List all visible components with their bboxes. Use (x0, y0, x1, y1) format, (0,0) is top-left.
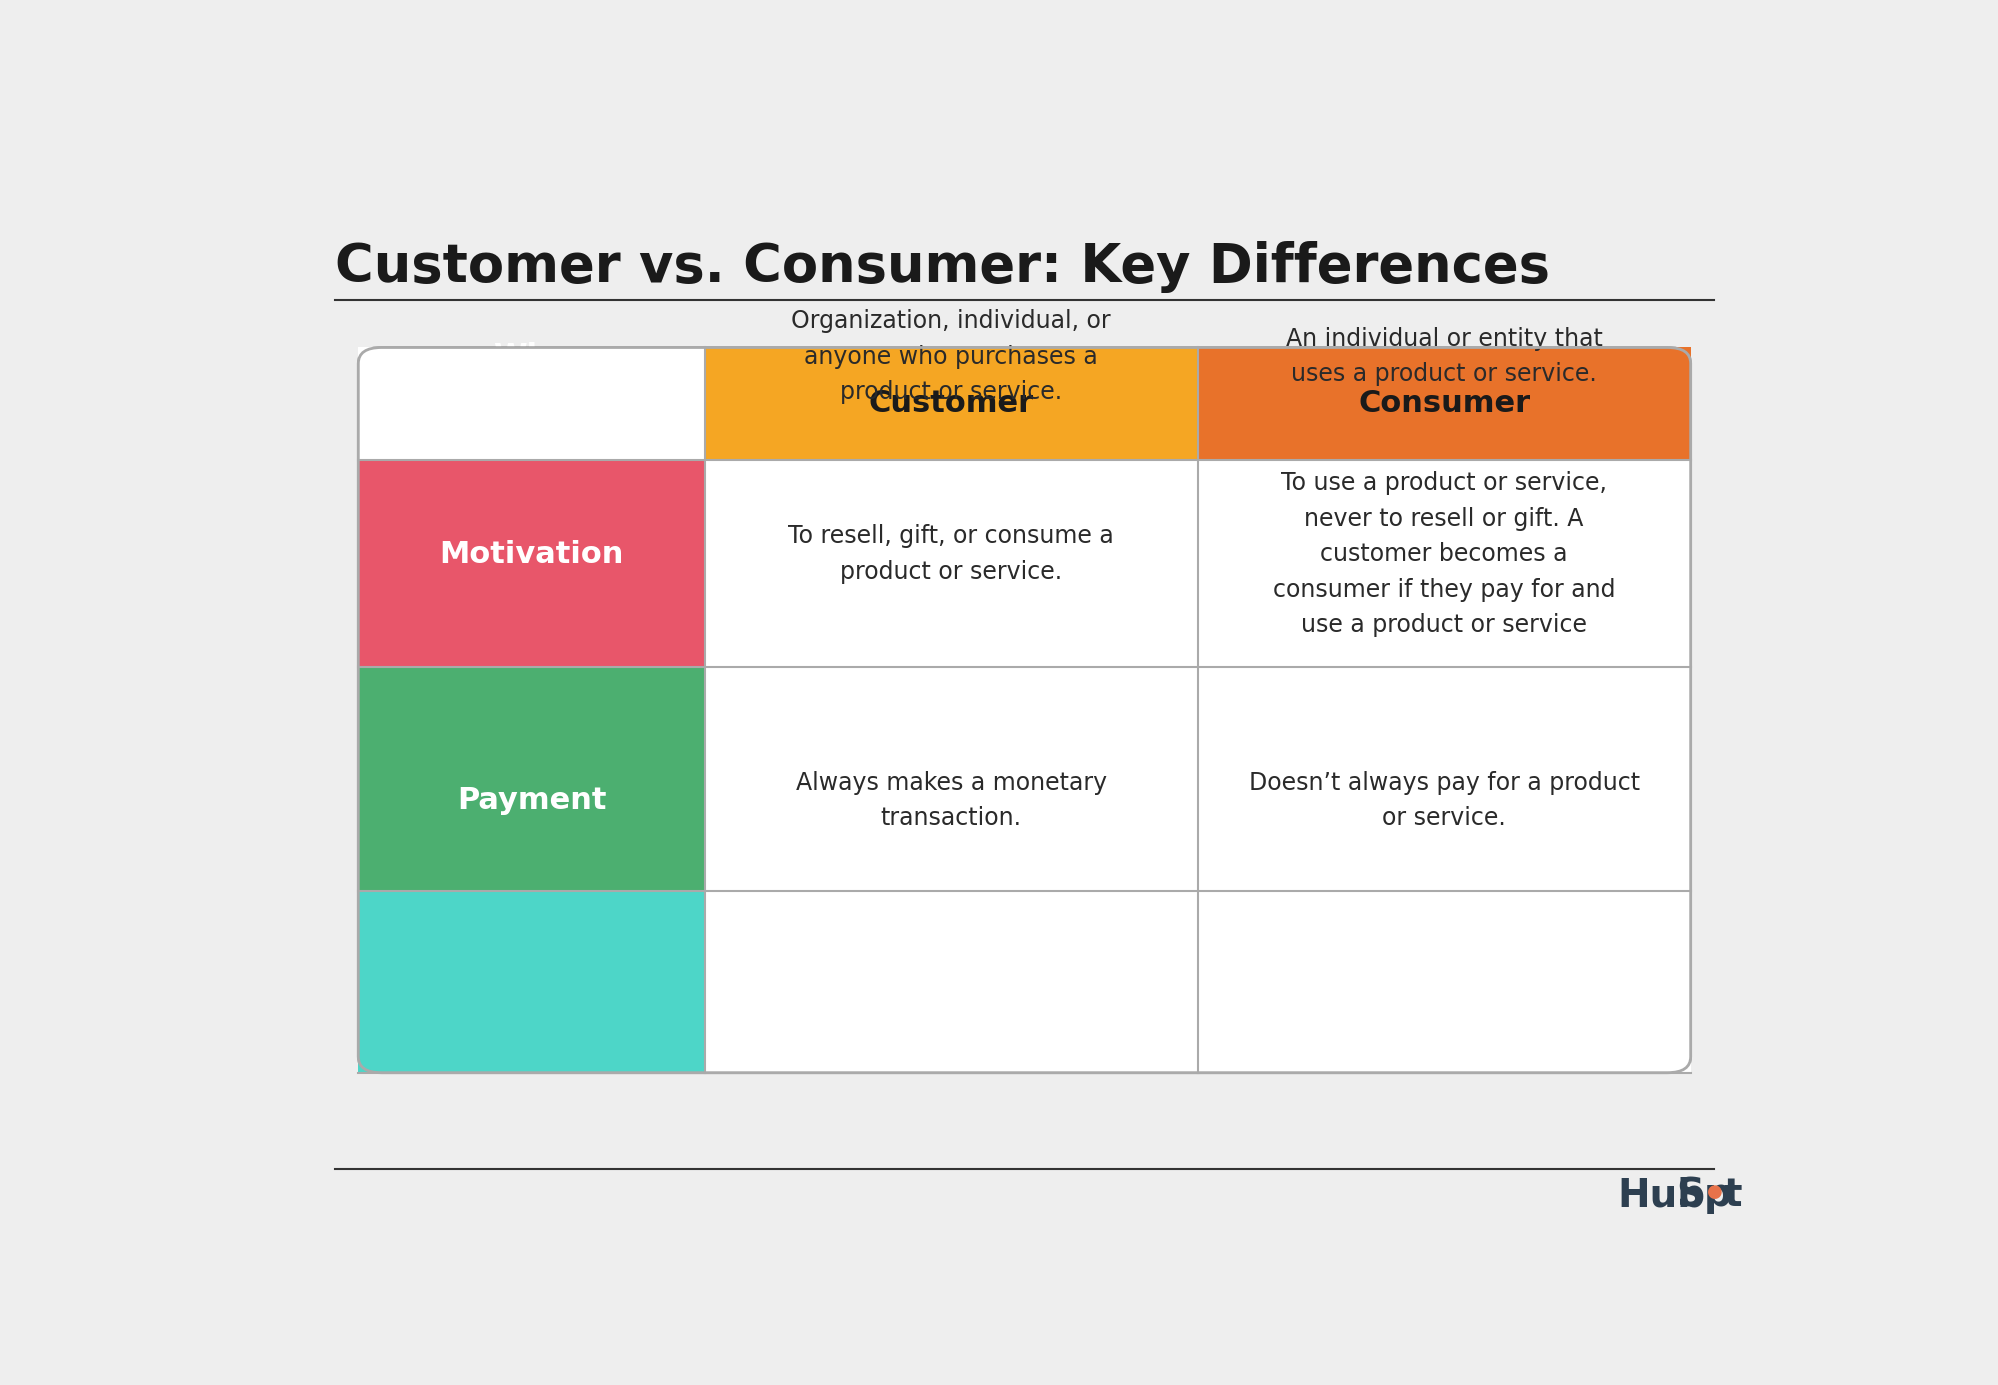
Text: Organization, individual, or
anyone who purchases a
product or service.: Organization, individual, or anyone who … (791, 309, 1111, 404)
Text: An individual or entity that
uses a product or service.: An individual or entity that uses a prod… (1285, 327, 1602, 386)
Text: Hub: Hub (1616, 1176, 1704, 1215)
Bar (1197, 460, 1690, 666)
Bar (1197, 666, 1690, 892)
Text: Sp: Sp (1676, 1176, 1732, 1215)
Text: ●: ● (1706, 1183, 1722, 1201)
Text: Customer: Customer (869, 389, 1033, 418)
Bar (1197, 348, 1690, 460)
Bar (1197, 892, 1690, 1072)
Text: To use a product or service,
never to resell or gift. A
customer becomes a
consu: To use a product or service, never to re… (1273, 471, 1614, 637)
Bar (358, 892, 705, 1072)
Bar (705, 460, 1197, 666)
Bar (358, 348, 705, 460)
Text: Doesn’t always pay for a product
or service.: Doesn’t always pay for a product or serv… (1249, 771, 1638, 831)
Bar (358, 460, 705, 666)
Text: Who: Who (494, 342, 569, 371)
Text: To resell, gift, or consume a
product or service.: To resell, gift, or consume a product or… (787, 525, 1113, 584)
FancyBboxPatch shape (358, 348, 1690, 1072)
Text: Payment: Payment (458, 787, 605, 816)
Text: Customer vs. Consumer: Key Differences: Customer vs. Consumer: Key Differences (336, 241, 1548, 292)
Text: Consumer: Consumer (1357, 389, 1530, 418)
Bar (705, 892, 1197, 1072)
Bar (358, 666, 705, 892)
Text: t: t (1722, 1176, 1742, 1215)
Text: Always makes a monetary
transaction.: Always makes a monetary transaction. (795, 771, 1107, 831)
Bar (705, 348, 1197, 460)
Bar (705, 666, 1197, 892)
Text: Motivation: Motivation (440, 540, 623, 569)
